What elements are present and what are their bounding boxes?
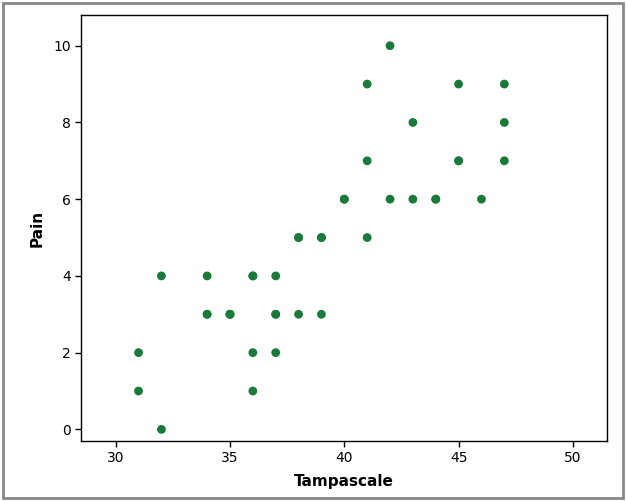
Point xyxy=(156,272,167,280)
Point xyxy=(133,387,143,395)
Point xyxy=(270,310,280,318)
Point xyxy=(316,233,326,241)
Point xyxy=(248,349,258,357)
Point xyxy=(339,195,349,203)
Point xyxy=(476,195,486,203)
Point xyxy=(294,233,304,241)
Point xyxy=(408,195,418,203)
Point xyxy=(362,80,372,88)
Point xyxy=(500,157,510,165)
Point xyxy=(454,157,464,165)
X-axis label: Tampascale: Tampascale xyxy=(294,473,394,488)
Point xyxy=(270,310,280,318)
Point xyxy=(339,195,349,203)
Y-axis label: Pain: Pain xyxy=(30,209,45,246)
Point xyxy=(133,349,143,357)
Point xyxy=(225,310,235,318)
Point xyxy=(248,387,258,395)
Point xyxy=(248,272,258,280)
Point xyxy=(454,80,464,88)
Point xyxy=(362,157,372,165)
Point xyxy=(294,310,304,318)
Point xyxy=(294,233,304,241)
Point xyxy=(500,80,510,88)
Point xyxy=(385,195,395,203)
Point xyxy=(202,310,212,318)
Point xyxy=(202,310,212,318)
Point xyxy=(202,272,212,280)
Point xyxy=(408,118,418,126)
Point xyxy=(270,272,280,280)
Point xyxy=(225,310,235,318)
Point xyxy=(316,233,326,241)
Point xyxy=(270,349,280,357)
Point xyxy=(362,233,372,241)
Point xyxy=(385,42,395,50)
Point xyxy=(316,310,326,318)
Point xyxy=(156,425,167,433)
Point xyxy=(500,118,510,126)
Point xyxy=(431,195,441,203)
Point xyxy=(225,310,235,318)
Point xyxy=(248,272,258,280)
Point xyxy=(454,157,464,165)
Point xyxy=(431,195,441,203)
